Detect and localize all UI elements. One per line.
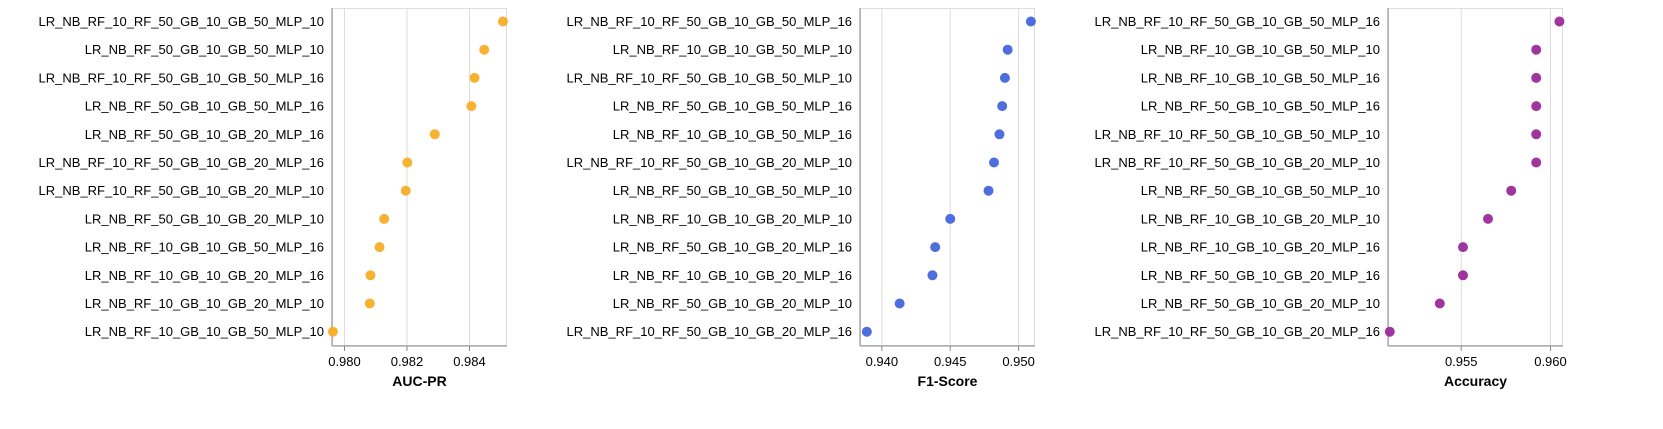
category-label: LR_NB_RF_10_GB_10_GB_20_MLP_10 [613, 211, 852, 226]
data-point[interactable]: LR_NB_RF_50_GB_10_GB_50_MLP_16: 0.9592 [1531, 101, 1542, 112]
data-point[interactable]: LR_NB_RF_10_RF_50_GB_10_GB_20_MLP_16: 0.… [1384, 326, 1395, 337]
data-point[interactable]: LR_NB_RF_50_GB_10_GB_50_MLP_10: 0.9478 [983, 185, 994, 196]
data-point[interactable]: LR_NB_RF_10_GB_10_GB_20_MLP_10: 0.9565 [1483, 213, 1493, 224]
data-point[interactable]: LR_NB_RF_10_GB_10_GB_20_MLP_16: 0.9437 [927, 270, 938, 281]
data-point[interactable]: LR_NB_RF_50_GB_10_GB_50_MLP_10: 0.98447 [479, 44, 490, 55]
category-label: LR_NB_RF_50_GB_10_GB_20_MLP_16 [85, 127, 324, 142]
data-point[interactable]: LR_NB_RF_10_RF_50_GB_10_GB_20_MLP_16: 0.… [402, 157, 413, 168]
category-label: LR_NB_RF_10_GB_10_GB_20_MLP_16 [85, 268, 324, 283]
x-tick-label: 0.945 [934, 354, 967, 369]
category-label: LR_NB_RF_10_RF_50_GB_10_GB_20_MLP_16 [567, 324, 852, 339]
category-label: LR_NB_RF_50_GB_10_GB_50_MLP_10 [1141, 183, 1380, 198]
data-point[interactable]: LR_NB_RF_50_GB_10_GB_20_MLP_10: 0.98127 [379, 213, 390, 224]
category-label: LR_NB_RF_10_RF_50_GB_10_GB_50_MLP_10 [1095, 127, 1380, 142]
data-point[interactable]: LR_NB_RF_10_RF_50_GB_10_GB_50_MLP_16: 0.… [1554, 16, 1565, 27]
category-label: LR_NB_RF_10_GB_10_GB_50_MLP_16 [85, 240, 324, 255]
category-label: LR_NB_RF_50_GB_10_GB_20_MLP_16 [1141, 268, 1380, 283]
data-point[interactable]: LR_NB_RF_10_GB_10_GB_50_MLP_16: 0.9486 [994, 129, 1005, 140]
category-label: LR_NB_RF_10_GB_10_GB_50_MLP_10 [613, 42, 852, 57]
data-point[interactable]: LR_NB_RF_10_RF_50_GB_10_GB_50_MLP_16: 0.… [469, 72, 480, 83]
data-point[interactable]: LR_NB_RF_10_GB_10_GB_20_MLP_16: 0.98083 [365, 270, 376, 281]
category-label: LR_NB_RF_50_GB_10_GB_50_MLP_16 [613, 99, 852, 114]
data-point[interactable]: LR_NB_RF_10_RF_50_GB_10_GB_20_MLP_16: 0.… [861, 326, 872, 337]
x-tick-label: 0.940 [866, 354, 899, 369]
category-label: LR_NB_RF_10_GB_10_GB_20_MLP_10 [1141, 211, 1380, 226]
data-point[interactable]: LR_NB_RF_10_RF_50_GB_10_GB_50_MLP_16: 0.… [1025, 16, 1036, 27]
data-point[interactable]: LR_NB_RF_50_GB_10_GB_20_MLP_16: 0.9551 [1458, 270, 1468, 281]
data-point[interactable]: LR_NB_RF_10_GB_10_GB_20_MLP_16: 0.9551 [1458, 242, 1468, 253]
category-label: LR_NB_RF_10_RF_50_GB_10_GB_50_MLP_16 [1095, 14, 1380, 29]
category-label: LR_NB_RF_50_GB_10_GB_50_MLP_10 [85, 42, 324, 57]
x-axis-title: AUC-PR [392, 373, 446, 389]
category-label: LR_NB_RF_10_GB_10_GB_50_MLP_16 [613, 127, 852, 142]
category-label: LR_NB_RF_10_RF_50_GB_10_GB_20_MLP_10 [1095, 155, 1380, 170]
x-tick-label: 0.982 [391, 354, 424, 369]
data-point[interactable]: LR_NB_RF_50_GB_10_GB_50_MLP_16: 0.9488 [997, 101, 1008, 112]
data-point[interactable]: LR_NB_RF_10_RF_50_GB_10_GB_50_MLP_10: 0.… [497, 16, 508, 27]
category-label: LR_NB_RF_10_GB_10_GB_50_MLP_10 [1141, 42, 1380, 57]
data-point[interactable]: LR_NB_RF_10_GB_10_GB_20_MLP_10: 0.945 [945, 213, 956, 224]
category-label: LR_NB_RF_10_GB_10_GB_20_MLP_10 [85, 296, 324, 311]
x-tick-label: 0.980 [328, 354, 361, 369]
chart-panel-3: 0.955 0.960 LR_NB_RF_10_RF_50_GB_10_GB_50_… [1095, 8, 1567, 389]
x-tick-label: 0.950 [1002, 354, 1035, 369]
category-label: LR_NB_RF_10_RF_50_GB_10_GB_20_MLP_10 [39, 183, 324, 198]
data-point[interactable]: LR_NB_RF_10_RF_50_GB_10_GB_20_MLP_10: 0.… [1531, 157, 1542, 168]
x-tick-label: 0.960 [1534, 354, 1567, 369]
data-point[interactable]: LR_NB_RF_50_GB_10_GB_20_MLP_16: 0.98289 [429, 129, 440, 140]
plot-frame [332, 8, 507, 346]
category-label: LR_NB_RF_10_RF_50_GB_10_GB_50_MLP_16 [39, 70, 324, 85]
plot-frame [860, 8, 1035, 346]
data-point[interactable]: LR_NB_RF_50_GB_10_GB_20_MLP_10: 0.9413 [894, 298, 905, 309]
data-point[interactable]: LR_NB_RF_10_GB_10_GB_50_MLP_16: 0.98112 [374, 242, 385, 253]
data-point[interactable]: LR_NB_RF_10_GB_10_GB_20_MLP_10: 0.98081 [364, 298, 375, 309]
data-point[interactable]: LR_NB_RF_50_GB_10_GB_20_MLP_10: 0.9538 [1434, 298, 1445, 309]
chart-panel-1: 0.980 0.982 0.984 LR_NB_RF_10_RF_50_GB_10_G… [39, 8, 508, 389]
data-point[interactable]: LR_NB_RF_50_GB_10_GB_20_MLP_16: 0.9439 [930, 242, 941, 253]
data-point[interactable]: LR_NB_RF_10_GB_10_GB_50_MLP_16: 0.9592 [1531, 72, 1542, 83]
x-axis-title: F1-Score [918, 373, 978, 389]
category-label: LR_NB_RF_50_GB_10_GB_20_MLP_16 [613, 240, 852, 255]
category-label: LR_NB_RF_10_RF_50_GB_10_GB_20_MLP_10 [567, 155, 852, 170]
data-point[interactable]: LR_NB_RF_10_RF_50_GB_10_GB_50_MLP_10: 0.… [999, 72, 1010, 83]
category-label: LR_NB_RF_10_RF_50_GB_10_GB_50_MLP_16 [567, 14, 852, 29]
category-label: LR_NB_RF_10_GB_10_GB_50_MLP_16 [1141, 70, 1380, 85]
x-axis-title: Accuracy [1444, 373, 1507, 389]
data-point[interactable]: LR_NB_RF_50_GB_10_GB_50_MLP_10: 0.9578 [1506, 185, 1517, 196]
category-label: LR_NB_RF_10_RF_50_GB_10_GB_20_MLP_16 [39, 155, 324, 170]
data-point[interactable]: LR_NB_RF_10_RF_50_GB_10_GB_20_MLP_10: 0.… [988, 157, 999, 168]
category-label: LR_NB_RF_10_RF_50_GB_10_GB_50_MLP_10 [39, 14, 324, 29]
category-label: LR_NB_RF_50_GB_10_GB_50_MLP_10 [613, 183, 852, 198]
data-point[interactable]: LR_NB_RF_10_RF_50_GB_10_GB_20_MLP_10: 0.… [400, 185, 411, 196]
category-label: LR_NB_RF_10_RF_50_GB_10_GB_20_MLP_16 [1095, 324, 1380, 339]
data-point[interactable]: LR_NB_RF_10_GB_10_GB_50_MLP_10: 0.9492 [1002, 44, 1013, 55]
category-label: LR_NB_RF_10_RF_50_GB_10_GB_50_MLP_10 [567, 70, 852, 85]
plot-frame [1388, 8, 1563, 346]
data-point[interactable]: LR_NB_RF_10_RF_50_GB_10_GB_50_MLP_10: 0.… [1531, 129, 1542, 140]
data-point[interactable]: LR_NB_RF_50_GB_10_GB_50_MLP_16: 0.98406 [466, 101, 477, 112]
category-label: LR_NB_RF_10_GB_10_GB_20_MLP_16 [1141, 240, 1380, 255]
category-label: LR_NB_RF_10_GB_10_GB_20_MLP_16 [613, 268, 852, 283]
x-tick-label: 0.984 [453, 354, 486, 369]
category-label: LR_NB_RF_50_GB_10_GB_20_MLP_10 [85, 211, 324, 226]
category-label: LR_NB_RF_50_GB_10_GB_50_MLP_16 [85, 99, 324, 114]
category-label: LR_NB_RF_50_GB_10_GB_20_MLP_10 [613, 296, 852, 311]
x-tick-label: 0.955 [1445, 354, 1478, 369]
chart-panel-2: 0.940 0.945 0.950 LR_NB_RF_10_RF_50_GB_10_G… [567, 8, 1036, 389]
category-label: LR_NB_RF_10_GB_10_GB_50_MLP_10 [85, 324, 324, 339]
category-label: LR_NB_RF_50_GB_10_GB_50_MLP_16 [1141, 99, 1380, 114]
data-point[interactable]: LR_NB_RF_10_GB_10_GB_50_MLP_10: 0.97963 [327, 326, 338, 337]
data-point[interactable]: LR_NB_RF_10_GB_10_GB_50_MLP_10: 0.9592 [1531, 44, 1542, 55]
category-label: LR_NB_RF_50_GB_10_GB_20_MLP_10 [1141, 296, 1380, 311]
